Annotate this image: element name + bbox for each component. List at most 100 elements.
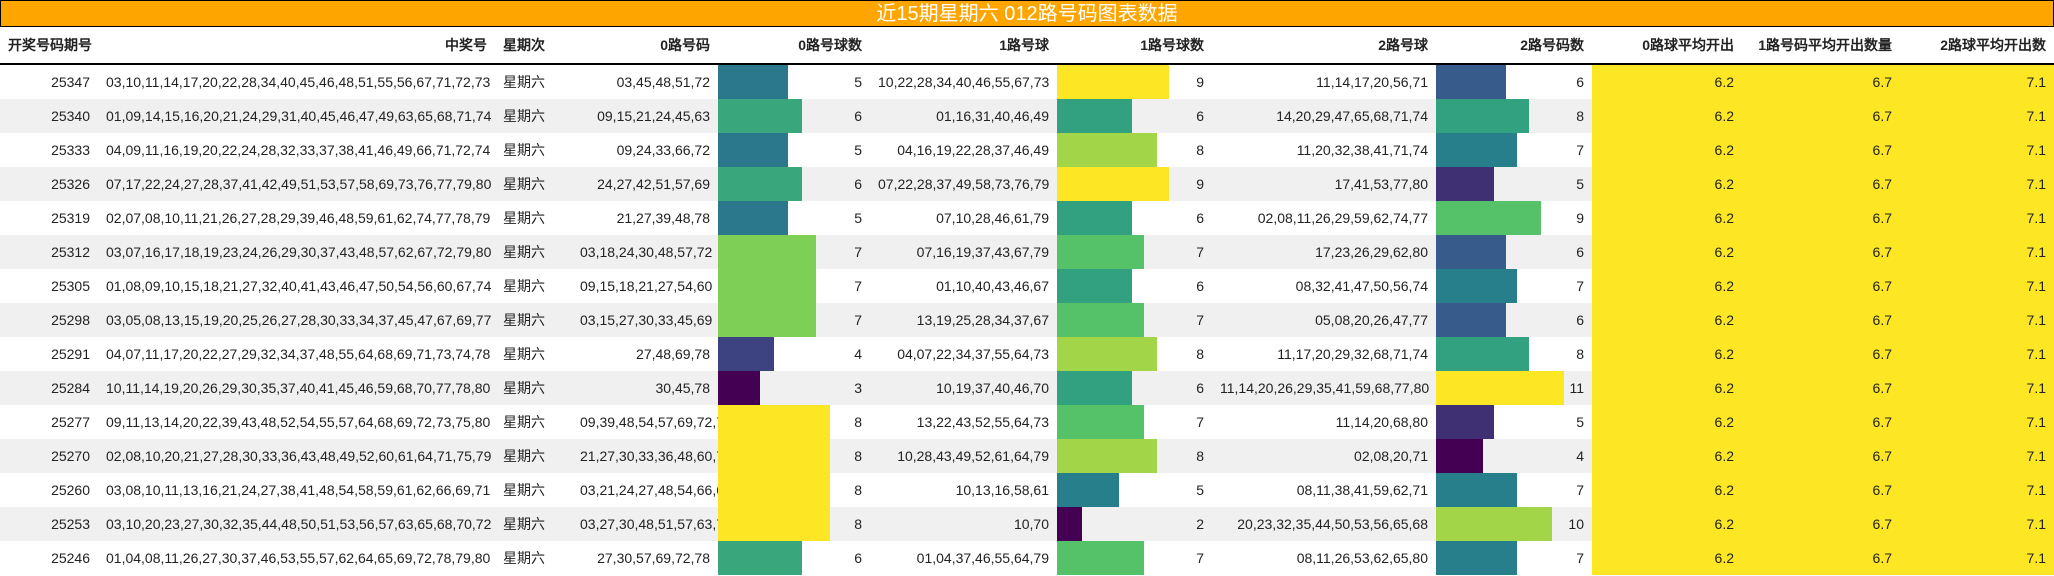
period-cell: 25340	[0, 99, 98, 133]
route2-avg-cell: 7.1	[1900, 269, 2054, 303]
header-period[interactable]: 开奖号码期号	[0, 27, 98, 65]
period-cell: 25312	[0, 235, 98, 269]
winning-numbers-cell: 04,07,11,17,20,22,27,29,32,34,37,48,55,6…	[106, 346, 491, 362]
route0-avg-cell: 6.2	[1592, 64, 1742, 99]
route2-avg-cell: 7.1	[1900, 235, 2054, 269]
route0-numbers-cell: 24,27,42,51,57,69	[572, 167, 718, 201]
route2-avg-cell: 7.1	[1900, 167, 2054, 201]
header-route2-avg[interactable]: 2路球平均开出数	[1900, 27, 2054, 65]
route0-numbers-cell: 03,18,24,30,48,57,72	[572, 235, 718, 269]
count-value: 5	[1576, 176, 1584, 192]
route1-avg-cell: 6.7	[1742, 133, 1900, 167]
period-cell: 25277	[51, 414, 90, 430]
route2-count-cell: 6	[1436, 235, 1592, 269]
route1-avg-cell: 6.7	[1742, 269, 1900, 303]
winning-numbers-cell: 03,10,11,14,17,20,22,28,34,40,45,46,48,5…	[106, 74, 491, 90]
weekday-cell: 星期六	[503, 414, 545, 430]
route2-count-cell: 11	[1436, 371, 1592, 405]
weekday-cell: 星期六	[495, 439, 572, 473]
route0-avg-cell: 6.2	[1592, 371, 1742, 405]
route1-count-cell: 2	[1057, 507, 1212, 541]
weekday-cell: 星期六	[495, 507, 572, 541]
route0-count-cell: 8	[718, 473, 870, 507]
route0-avg-cell: 6.2	[1592, 439, 1742, 473]
table-row: 25260 03,08,10,11,13,16,21,24,27,38,41,48…	[0, 473, 2054, 507]
header-weekday[interactable]: 星期次	[495, 27, 572, 65]
weekday-cell: 星期六	[503, 550, 545, 566]
route0-count-cell: 5	[718, 133, 870, 167]
route2-avg-cell: 7.1	[1900, 439, 2054, 473]
header-route2-numbers[interactable]: 2路号球	[1212, 27, 1436, 65]
route2-count-cell: 7	[1436, 133, 1592, 167]
header-route2-count[interactable]: 2路号码数	[1436, 27, 1592, 65]
period-cell: 25284	[0, 371, 98, 405]
route2-count-cell: 6	[1436, 303, 1592, 337]
route2-avg-cell: 7.1	[1900, 337, 2054, 371]
route1-avg-cell: 6.7	[1742, 507, 1900, 541]
route1-numbers-cell: 10,22,28,34,40,46,55,67,73	[878, 74, 1050, 90]
header-numbers[interactable]: 中奖号	[98, 27, 495, 65]
route2-count-cell: 10	[1436, 507, 1592, 541]
route2-numbers-cell: 11,17,20,29,32,68,71,74	[1277, 346, 1428, 362]
count-value: 6	[1576, 312, 1584, 328]
winning-numbers-cell: 01,08,09,10,15,18,21,27,32,40,41,43,46,4…	[106, 278, 492, 294]
route0-numbers-cell: 09,39,48,54,57,69,72,75	[580, 414, 718, 430]
route1-count-cell: 6	[1057, 269, 1212, 303]
count-value: 5	[854, 142, 862, 158]
count-bar	[1436, 337, 1530, 371]
table-row: 25298 03,05,08,13,15,19,20,25,26,27,28,30…	[0, 303, 2054, 337]
route0-count-cell: 3	[718, 371, 870, 405]
count-bar	[718, 99, 802, 133]
count-bar	[718, 541, 802, 575]
count-value: 6	[1196, 278, 1204, 294]
route0-avg-cell: 6.2	[1592, 201, 1742, 235]
route1-avg-cell: 6.7	[1742, 371, 1900, 405]
route0-count-cell: 8	[718, 507, 870, 541]
count-value: 8	[854, 482, 862, 498]
count-value: 5	[854, 210, 862, 226]
header-route1-count[interactable]: 1路号球数	[1057, 27, 1212, 65]
route1-numbers-cell: 01,04,37,46,55,64,79	[916, 550, 1049, 566]
table-row: 25253 03,10,20,23,27,30,32,35,44,48,50,51…	[0, 507, 2054, 541]
route2-count-cell: 7	[1436, 473, 1592, 507]
route1-count-cell: 6	[1057, 371, 1212, 405]
header-route0-avg[interactable]: 0路球平均开出	[1592, 27, 1742, 65]
count-value: 7	[1196, 550, 1204, 566]
count-bar	[718, 65, 788, 99]
count-bar	[1057, 65, 1169, 99]
route1-count-cell: 6	[1057, 201, 1212, 235]
winning-numbers-cell: 09,11,13,14,20,22,39,43,48,52,54,55,57,6…	[106, 414, 491, 430]
route0-count-cell: 7	[718, 235, 870, 269]
winning-numbers-cell: 02,07,08,10,11,21,26,27,28,29,39,46,48,5…	[106, 210, 491, 226]
header-route0-numbers[interactable]: 0路号码	[572, 27, 718, 65]
count-bar	[718, 201, 788, 235]
count-bar	[1057, 405, 1145, 439]
route0-avg-cell: 6.2	[1592, 303, 1742, 337]
count-bar	[718, 303, 816, 337]
route2-count-cell: 7	[1436, 269, 1592, 303]
count-bar	[1057, 507, 1082, 541]
route1-count-cell: 7	[1057, 405, 1212, 439]
count-bar	[1436, 439, 1483, 473]
period-cell: 25333	[51, 142, 90, 158]
count-bar	[1057, 473, 1120, 507]
route0-count-cell: 6	[718, 541, 870, 575]
period-cell: 25253	[0, 507, 98, 541]
winning-numbers-cell: 03,08,10,11,13,16,21,24,27,38,41,48,54,5…	[106, 482, 491, 498]
route2-count-cell: 8	[1436, 99, 1592, 133]
route0-avg-cell: 6.2	[1592, 337, 1742, 371]
route2-numbers-cell: 02,08,20,71	[1212, 439, 1436, 473]
count-bar	[718, 235, 816, 269]
route2-numbers-cell: 11,14,20,26,29,35,41,59,68,77,80	[1212, 371, 1436, 405]
header-route1-avg[interactable]: 1路号码平均开出数量	[1742, 27, 1900, 65]
header-route0-count[interactable]: 0路号球数	[718, 27, 870, 65]
route0-numbers-cell: 09,15,18,21,27,54,60	[580, 278, 713, 294]
winning-numbers-cell: 01,09,14,15,16,20,21,24,29,31,40,45,46,4…	[98, 99, 495, 133]
count-value: 6	[1576, 244, 1584, 260]
route0-avg-cell: 6.2	[1592, 405, 1742, 439]
count-value: 7	[1196, 312, 1204, 328]
route0-numbers-cell: 03,27,30,48,51,57,63,72	[572, 507, 718, 541]
route1-numbers-cell: 07,16,19,37,43,67,79	[870, 235, 1057, 269]
winning-numbers-cell: 10,11,14,19,20,26,29,30,35,37,40,41,45,4…	[98, 371, 495, 405]
header-route1-numbers[interactable]: 1路号球	[870, 27, 1057, 65]
